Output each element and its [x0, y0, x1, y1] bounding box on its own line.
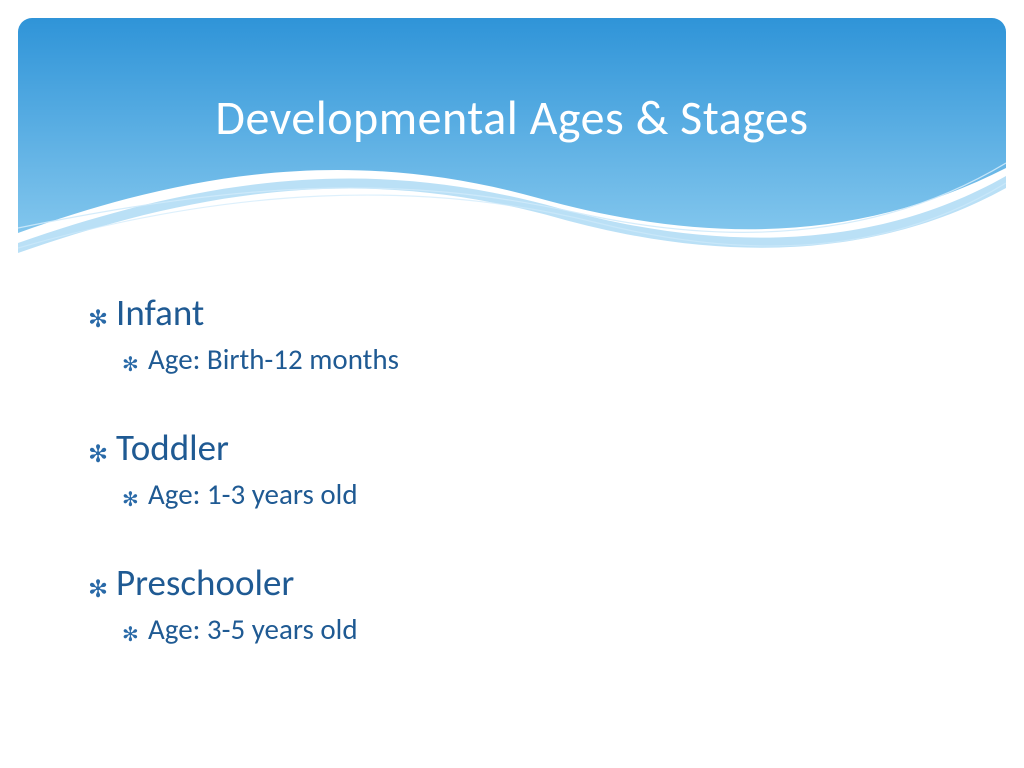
- list-item: ✻ Infant: [88, 290, 964, 335]
- subitem-label: Age: Birth-12 months: [148, 341, 399, 377]
- list-subitem: ✻ Age: Birth-12 months: [122, 341, 964, 377]
- content-body: ✻ Infant ✻ Age: Birth-12 months ✻ Toddle…: [88, 290, 964, 647]
- bullet-icon: ✻: [88, 308, 116, 332]
- subitem-label: Age: 1-3 years old: [148, 476, 358, 512]
- slide: Developmental Ages & Stages ✻ Infant ✻ A…: [0, 0, 1024, 768]
- item-label: Preschooler: [116, 560, 294, 605]
- item-label: Toddler: [116, 425, 229, 470]
- slide-title: Developmental Ages & Stages: [18, 88, 1006, 147]
- bullet-icon: ✻: [88, 578, 116, 602]
- bullet-icon: ✻: [122, 625, 148, 645]
- title-banner: Developmental Ages & Stages: [18, 18, 1006, 268]
- list-subitem: ✻ Age: 1-3 years old: [122, 476, 964, 512]
- bullet-icon: ✻: [88, 443, 116, 467]
- list-item: ✻ Toddler: [88, 425, 964, 470]
- bullet-icon: ✻: [122, 490, 148, 510]
- subitem-label: Age: 3-5 years old: [148, 611, 358, 647]
- list-item: ✻ Preschooler: [88, 560, 964, 605]
- item-label: Infant: [116, 290, 204, 335]
- list-subitem: ✻ Age: 3-5 years old: [122, 611, 964, 647]
- bullet-icon: ✻: [122, 355, 148, 375]
